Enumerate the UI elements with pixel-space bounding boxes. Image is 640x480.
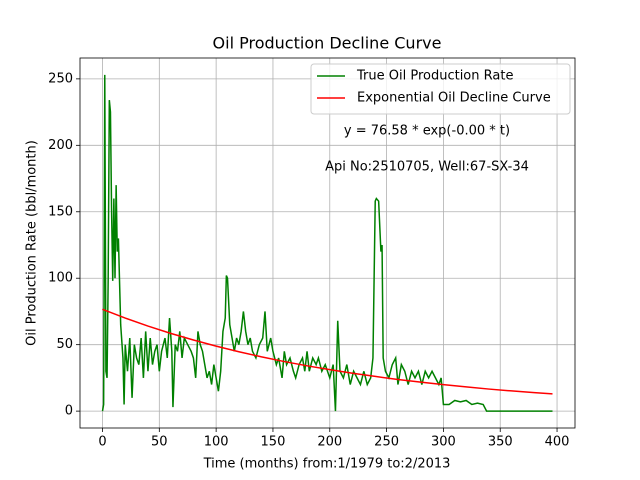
y-tick-label: 100 <box>48 271 73 286</box>
x-tick-label: 350 <box>488 435 513 450</box>
x-tick-label: 300 <box>431 435 456 450</box>
y-tick-label: 0 <box>65 404 73 419</box>
data-line <box>102 308 553 395</box>
x-tick-label: 250 <box>374 435 399 450</box>
y-tick-label: 200 <box>48 138 73 153</box>
legend-box <box>310 63 571 115</box>
y-tick-label: 250 <box>48 71 73 86</box>
x-tick-label: 100 <box>204 435 229 450</box>
data-line <box>101 74 553 412</box>
legend-label: True Oil Production Rate <box>356 69 513 84</box>
y-tick-label: 150 <box>48 204 73 219</box>
y-tick-label: 50 <box>56 337 73 352</box>
x-tick-label: 400 <box>545 435 570 450</box>
y-axis-label: Oil Production Rate (bbl/month) <box>25 140 40 346</box>
chart-title: Oil Production Decline Curve <box>213 34 442 53</box>
x-tick-label: 50 <box>151 435 168 450</box>
legend: True Oil Production Rate Exponential Oil … <box>310 63 571 115</box>
x-tick-label: 0 <box>98 435 106 450</box>
annotation: y = 76.58 * exp(-0.00 * t) <box>344 124 510 139</box>
x-tick-label: 150 <box>261 435 286 450</box>
annotation: Api No:2510705, Well:67-SX-34 <box>325 160 529 175</box>
legend-label: Exponential Oil Decline Curve <box>357 91 551 106</box>
x-axis-label: Time (months) from:1/1979 to:2/2013 <box>203 457 451 472</box>
x-tick-label: 200 <box>317 435 342 450</box>
axes-frame <box>79 57 576 429</box>
